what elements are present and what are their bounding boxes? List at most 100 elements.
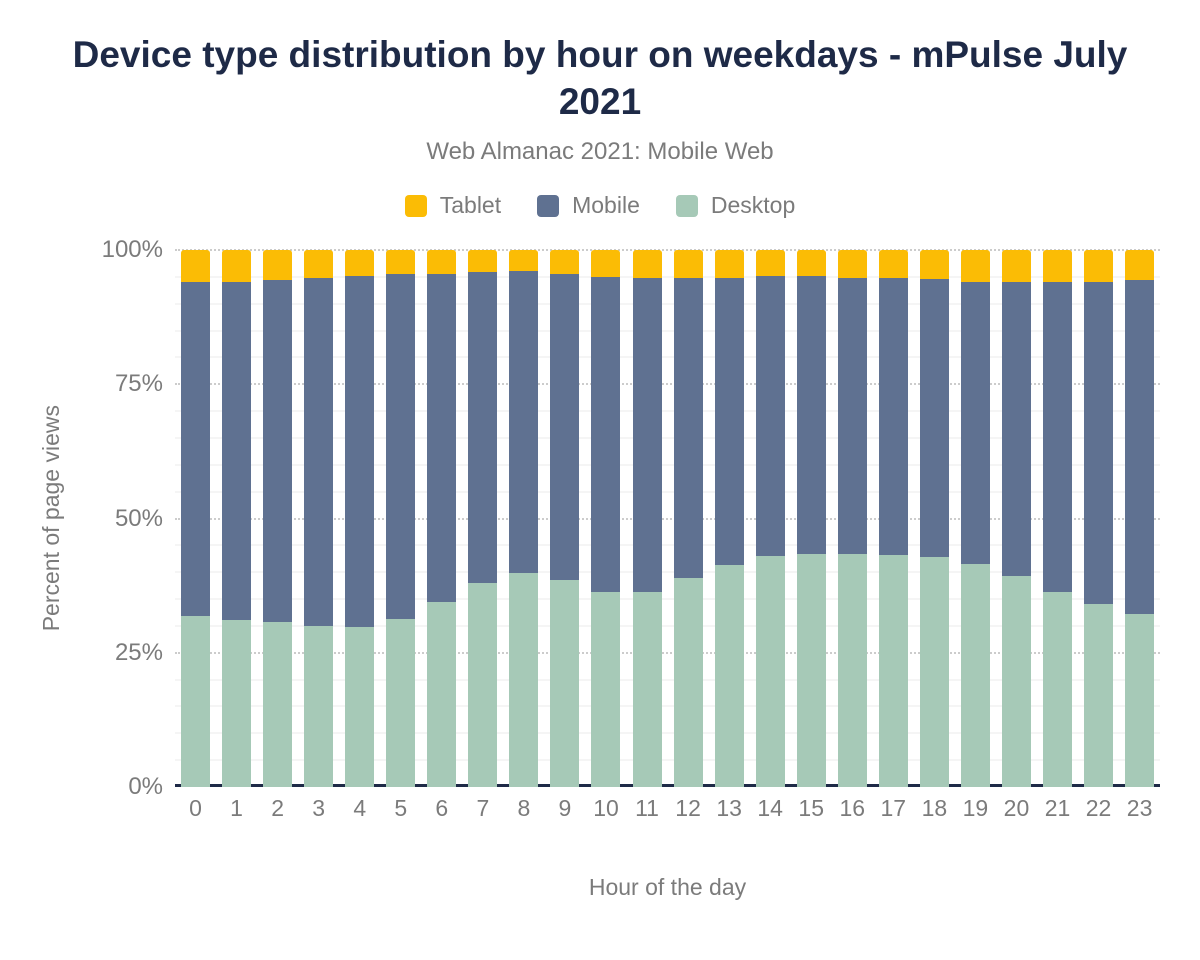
bar-segment-desktop [263,622,293,787]
bar-hour-14 [750,250,791,787]
y-axis-labels: 0% 25% 50% 75% 100% [0,237,163,800]
bar-segment-desktop [304,626,334,787]
bar-segment-desktop [468,583,498,787]
bar-hour-10 [585,250,626,787]
bar-segment-desktop [632,592,662,787]
bar-segment-tablet [878,250,908,278]
bar-segment-mobile [263,280,293,623]
bar-segment-tablet [427,250,457,275]
minor-gridline [175,302,1160,305]
bar-segment-mobile [960,281,990,565]
stacked-bar [181,250,211,787]
bar-segment-tablet [1001,250,1031,283]
bar-hour-23 [1119,250,1160,787]
bar-hour-0 [175,250,216,787]
bar-hour-22 [1078,250,1119,787]
bar-segment-mobile [222,282,252,620]
bar-segment-tablet [1084,250,1114,283]
stacked-bar [345,250,375,787]
legend-label: Mobile [572,192,640,218]
bar-segment-tablet [1043,250,1072,283]
bar-segment-mobile [878,277,908,556]
bar-hour-7 [462,250,503,787]
bar-segment-mobile [673,277,703,579]
bar-segment-mobile [345,275,375,627]
y-tick-label: 75% [114,370,163,398]
y-tick-label: 25% [114,638,163,666]
bar-segment-desktop [509,573,539,787]
legend-swatch-mobile-icon [537,194,560,217]
stacked-bar [919,250,949,787]
bar-hour-3 [298,250,339,787]
minor-gridline [175,705,1160,708]
x-tick-label: 5 [394,795,408,821]
major-gridline [175,517,1160,520]
stacked-bar [796,250,826,787]
minor-gridline [175,759,1160,762]
stacked-bar [878,250,908,787]
bar-segment-mobile [181,281,211,617]
stacked-bar [263,250,293,787]
bar-hour-11 [627,250,668,787]
x-tick-label: 8 [517,795,531,821]
bar-hour-12 [668,250,709,787]
bar-segment-mobile [714,277,744,565]
bar-segment-mobile [755,275,785,556]
y-tick-label: 100% [101,236,163,263]
bar-segment-mobile [919,279,949,558]
bar-segment-mobile [1001,282,1031,576]
major-gridline [175,249,1160,251]
bar-hour-19 [955,250,996,787]
x-tick-label: 22 [1085,795,1112,821]
bar-segment-tablet [386,250,416,275]
stacked-bar [1043,250,1072,787]
bar-segment-desktop [181,616,211,787]
bar-hour-18 [914,250,955,787]
minor-gridline [175,544,1160,547]
bar-hour-21 [1037,250,1078,787]
x-tick-label: 7 [476,795,490,821]
major-gridline [175,383,1160,386]
stacked-bar [550,250,580,787]
bar-segment-mobile [427,274,457,602]
x-tick-label: 11 [635,795,659,821]
stacked-bar [468,250,498,787]
x-tick-label: 9 [558,795,572,821]
stacked-bar [427,250,457,787]
bar-segment-mobile [468,272,498,584]
legend-item-desktop: Desktop [675,192,795,219]
x-tick-label: 4 [353,795,367,821]
legend-item-tablet: Tablet [404,192,501,219]
minor-gridline [175,598,1160,601]
minor-gridline [175,329,1160,332]
bar-segment-desktop [673,578,703,787]
bar-hour-4 [339,250,380,787]
minor-gridline [175,436,1160,439]
x-tick-label: 23 [1126,795,1153,821]
bar-segment-desktop [878,555,908,787]
legend: Tablet Mobile Desktop [0,192,1200,219]
bar-hour-6 [421,250,462,787]
bar-segment-desktop [919,557,949,787]
bar-segment-tablet [1125,250,1155,280]
bar-segment-mobile [632,277,662,593]
bar-segment-mobile [1043,282,1072,592]
bar-segment-tablet [304,250,334,278]
x-tick-label: 15 [798,795,825,821]
bar-hour-20 [996,250,1037,787]
bar-segment-mobile [591,276,621,593]
x-tick-label: 13 [716,795,742,821]
bar-hour-15 [791,250,832,787]
bar-segment-mobile [550,274,580,580]
chart-subtitle: Web Almanac 2021: Mobile Web [426,138,774,165]
stacked-bar [714,250,744,787]
stacked-bar [1084,250,1114,787]
stacked-bar [755,250,785,787]
bar-segment-desktop [960,564,990,787]
stacked-bar [1125,250,1155,787]
stacked-bar [960,250,990,787]
bar-segment-mobile [304,277,334,627]
x-tick-label: 14 [757,795,783,821]
bar-segment-desktop [714,564,744,787]
bar-segment-mobile [837,277,867,554]
